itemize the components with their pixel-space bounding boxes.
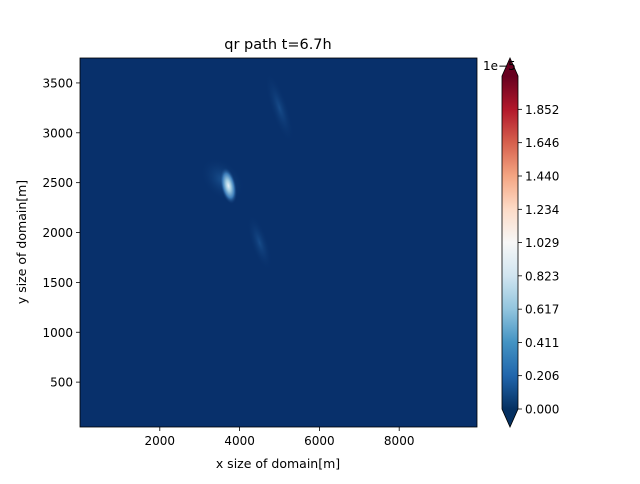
y-axis: 500 1000 1500 2000 2500 3000 3500 xyxy=(42,76,80,390)
plot-area xyxy=(80,58,477,427)
colorbar: 0.000 0.206 0.411 0.617 0.823 1.029 1.234 1.440… xyxy=(483,57,559,428)
colorbar-tick-label: 1.440 xyxy=(525,169,559,183)
plot-frame xyxy=(79,57,478,428)
colorbar-extend-bottom xyxy=(502,409,518,427)
colorbar-tick-label: 1.234 xyxy=(525,203,559,217)
colorbar-extend-top xyxy=(502,58,518,76)
y-tick-label: 2000 xyxy=(42,226,73,240)
colorbar-gradient xyxy=(502,76,518,409)
colorbar-tick-label: 0.206 xyxy=(525,369,559,383)
colorbar-tick-label: 0.411 xyxy=(525,336,559,350)
heatmap-features xyxy=(200,71,295,272)
y-tick-label: 500 xyxy=(50,376,73,390)
x-tick-label: 6000 xyxy=(304,434,335,448)
y-axis-label: y size of domain[m] xyxy=(14,180,29,304)
colorbar-tick-label: 1.852 xyxy=(525,103,559,117)
x-tick-label: 8000 xyxy=(384,434,415,448)
heatmap-blob-core xyxy=(219,166,238,205)
heatmap-streak xyxy=(246,213,273,272)
colorbar-tick-label: 0.823 xyxy=(525,269,559,283)
x-tick-label: 4000 xyxy=(224,434,255,448)
colorbar-tick-label: 0.617 xyxy=(525,303,559,317)
heatmap-streak xyxy=(264,71,295,145)
y-tick-label: 1000 xyxy=(42,326,73,340)
y-tick-label: 1500 xyxy=(42,276,73,290)
y-tick-label: 3500 xyxy=(42,76,73,90)
y-tick-label: 3000 xyxy=(42,126,73,140)
x-tick-label: 2000 xyxy=(145,434,176,448)
x-axis: 2000 4000 6000 8000 xyxy=(145,427,415,448)
chart-title: qr path t=6.7h xyxy=(224,37,331,53)
colorbar-exponent: 1e−5 xyxy=(483,59,516,73)
y-tick-label: 2500 xyxy=(42,176,73,190)
x-axis-label: x size of domain[m] xyxy=(216,456,340,471)
colorbar-tick-label: 1.029 xyxy=(525,236,559,250)
colorbar-tick-label: 0.000 xyxy=(525,403,559,417)
colorbar-tick-label: 1.646 xyxy=(525,136,559,150)
colorbar-ticks: 0.000 0.206 0.411 0.617 0.823 1.029 1.234 1.440… xyxy=(518,103,559,417)
